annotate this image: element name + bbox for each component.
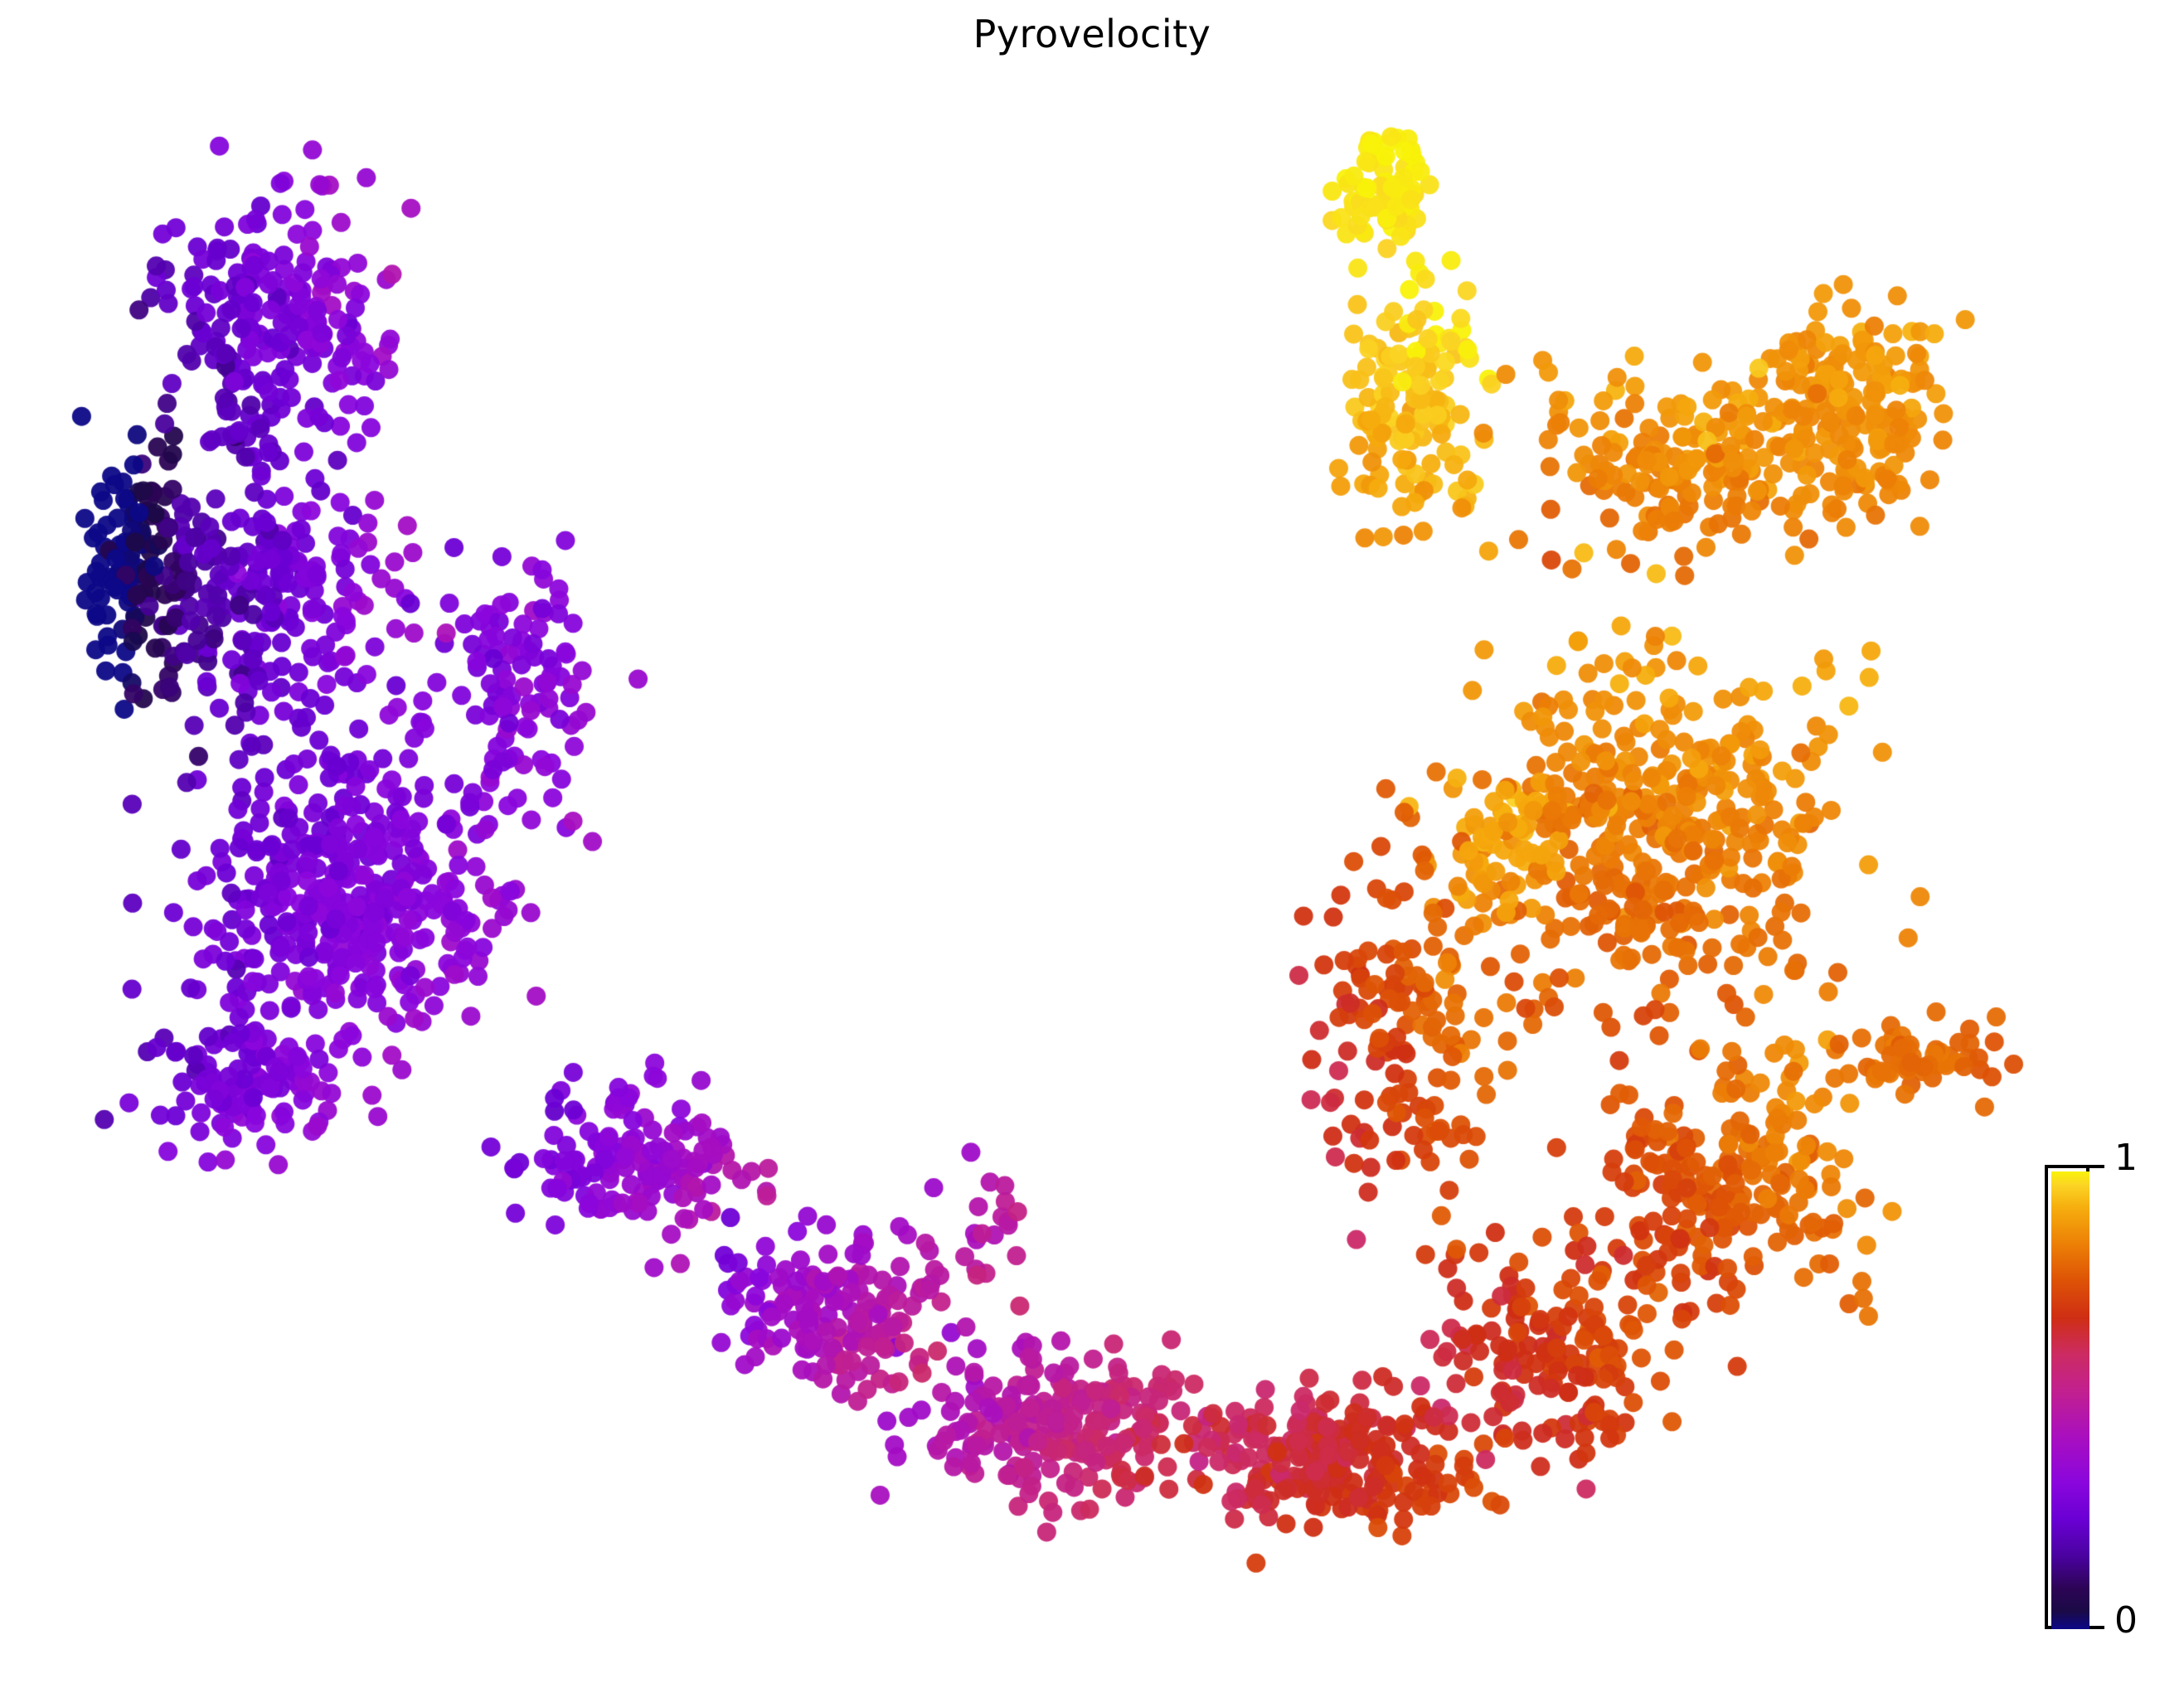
colorbar-outline [2045, 1165, 2089, 1629]
colorbar-min-label: 0 [2114, 1599, 2138, 1642]
colorbar: 1 0 [2045, 1140, 2169, 1639]
colorbar-tick-min [2089, 1626, 2104, 1629]
colorbar-gradient [2051, 1171, 2089, 1629]
colorbar-tick-max [2089, 1165, 2104, 1168]
colorbar-max-label: 1 [2114, 1137, 2138, 1179]
